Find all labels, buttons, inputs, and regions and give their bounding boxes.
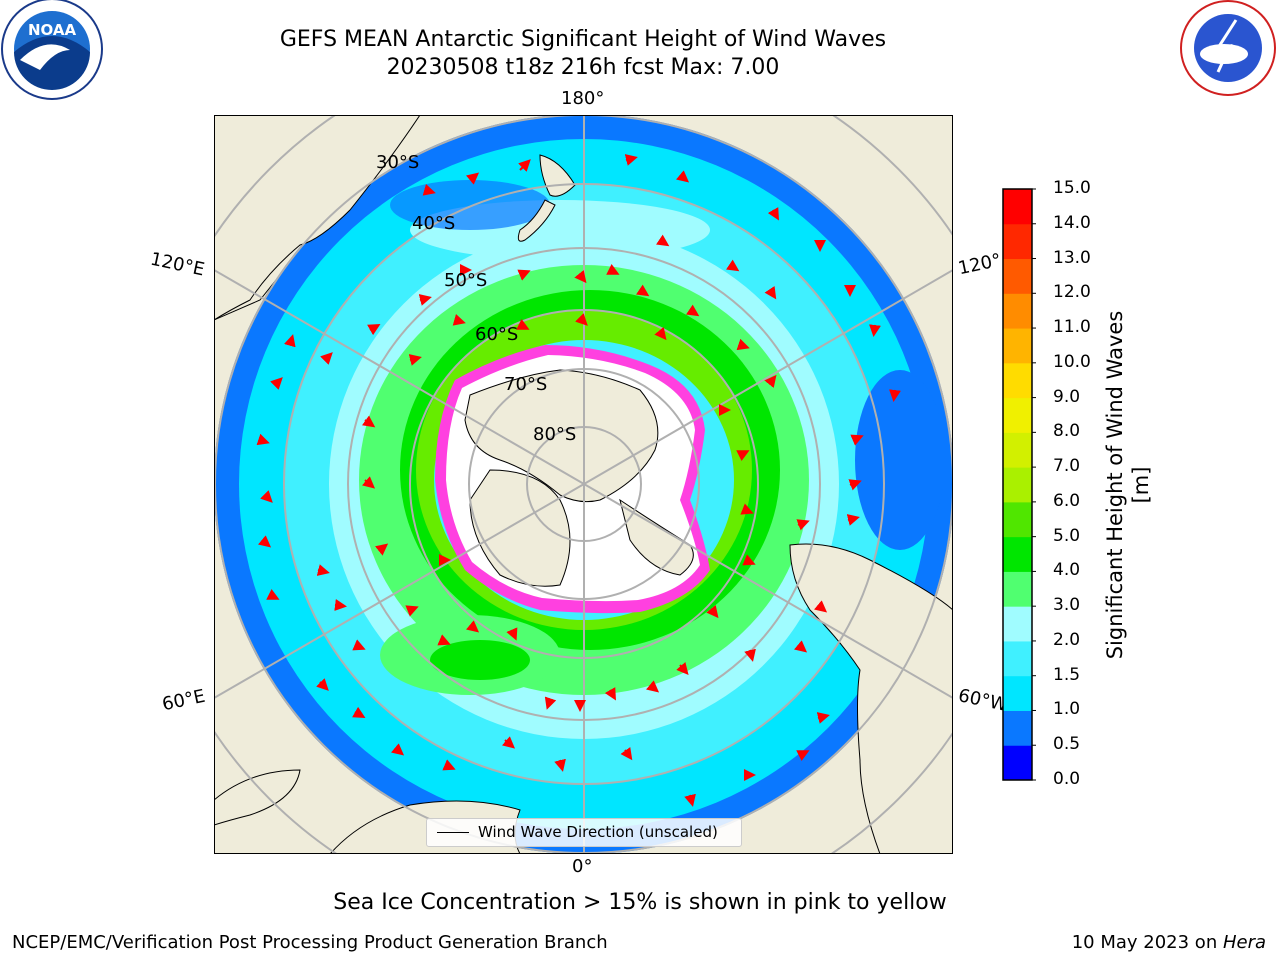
machine-name: Hera: [1222, 932, 1266, 953]
colorbar-tick-label: 14.0: [1053, 212, 1091, 233]
colorbar-swatch: [1003, 223, 1032, 260]
colorbar-tick-label: 4.0: [1053, 560, 1081, 581]
colorbar-tick-label: 1.0: [1053, 699, 1081, 720]
date-prefix: 10 May 2023 on: [1071, 932, 1223, 953]
colorbar-tick-label: 5.0: [1053, 525, 1081, 546]
colorbar-tick-label: 0.0: [1053, 769, 1081, 789]
noaa-logo-text: NOAA: [28, 21, 77, 39]
colorbar-swatch: [1003, 501, 1032, 538]
colorbar-swatch: [1003, 189, 1032, 225]
colorbar-tick-label: 2.0: [1053, 629, 1081, 650]
lat-label-50s: 50°S: [444, 270, 488, 291]
colorbar-tick-label: 12.0: [1053, 282, 1091, 303]
chart-title: GEFS MEAN Antarctic Significant Height o…: [279, 27, 887, 52]
lon-label-180: 180°: [561, 88, 605, 109]
colorbar-tick-label: 9.0: [1053, 386, 1081, 407]
colorbar-swatch: [1003, 571, 1032, 607]
colorbar-swatch: [1003, 745, 1032, 781]
colorbar-swatch: [1003, 467, 1032, 503]
colorbar-tick-label: 10.0: [1053, 351, 1091, 372]
lat-label-40s: 40°S: [412, 213, 456, 234]
colorbar-tick-label: 0.5: [1053, 734, 1081, 755]
colorbar-swatch: [1003, 362, 1032, 399]
noaa-logo: NOAA: [1, 0, 103, 100]
lat-label-30s: 30°S: [376, 152, 420, 173]
colorbar-tick-label: 11.0: [1053, 317, 1091, 338]
colorbar-tick-label: 13.0: [1053, 247, 1091, 268]
map-legend: Wind Wave Direction (unscaled): [426, 818, 742, 847]
colorbar-tick-label: 7.0: [1053, 456, 1081, 477]
colorbar-tick-label: 15.0: [1053, 178, 1091, 198]
legend-line-swatch: [437, 832, 469, 833]
colorbar-swatch: [1003, 432, 1032, 468]
colorbar-swatch: [1003, 606, 1032, 642]
wind-arrows: [256, 154, 901, 807]
colorbar-swatch: [1003, 640, 1032, 677]
australia: [214, 115, 421, 321]
lat-label-80s: 80°S: [533, 424, 577, 445]
colorbar-swatch: [1003, 710, 1032, 746]
lat-label-60s: 60°S: [475, 324, 519, 345]
colorbar: [1002, 188, 1036, 781]
colorbar-swatch: [1003, 397, 1032, 433]
legend-label: Wind Wave Direction (unscaled): [478, 823, 718, 841]
colorbar-label: Significant Height of Wind Waves [m]: [1103, 310, 1153, 660]
colorbar-tick-label: 1.5: [1053, 664, 1081, 685]
lon-label-0: 0°: [572, 856, 593, 877]
chart-subtitle: 20230508 t18z 216h fcst Max: 7.00: [386, 55, 780, 80]
colorbar-tick-label: 8.0: [1053, 421, 1081, 442]
credit-text: NCEP/EMC/Verification Post Processing Pr…: [12, 932, 608, 953]
colorbar-swatch: [1003, 258, 1032, 294]
colorbar-tick-label: 3.0: [1053, 595, 1081, 616]
nws-logo: [1180, 0, 1276, 96]
date-text: 10 May 2023 on Hera: [1072, 932, 1266, 953]
sea-ice-note: Sea Ice Concentration > 15% is shown in …: [333, 890, 947, 915]
colorbar-swatch: [1003, 536, 1032, 572]
south-america: [789, 543, 953, 854]
colorbar-swatch: [1003, 675, 1032, 711]
colorbar-tick-label: 6.0: [1053, 490, 1081, 511]
lat-label-70s: 70°S: [504, 374, 548, 395]
colorbar-swatch: [1003, 293, 1032, 329]
colorbar-swatch: [1003, 328, 1032, 364]
